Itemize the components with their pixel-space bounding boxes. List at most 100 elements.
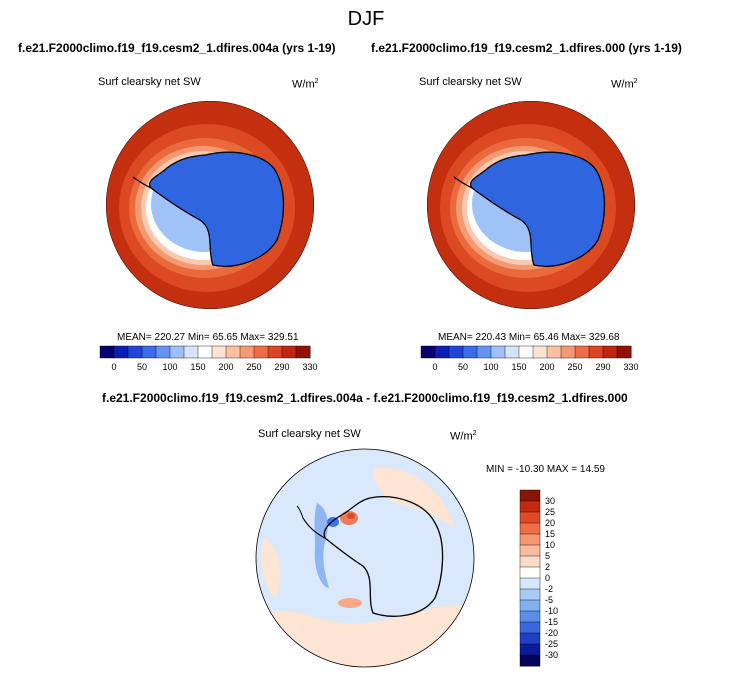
colorbar-tick-label: 330 <box>302 362 318 372</box>
colorbar-swatch <box>518 345 534 359</box>
colorbar-swatch <box>602 345 618 359</box>
colorbar-swatch <box>546 345 562 359</box>
colorbar-swatch <box>574 345 590 359</box>
colorbar-swatch <box>295 345 311 359</box>
colorbar-right-labels: 0 50 100 150 200 250 290 330 <box>421 362 638 374</box>
colorbar-tick-label: 5 <box>545 551 551 561</box>
colorbar-swatch <box>519 544 541 557</box>
colorbar-swatch <box>616 345 632 359</box>
colorbar-swatch <box>588 345 604 359</box>
colorbar-tick-label: -25 <box>545 639 559 649</box>
colorbar-tick-label: 50 <box>136 362 148 372</box>
colorbar-swatch <box>253 345 269 359</box>
colorbar-swatch <box>490 345 506 359</box>
colorbar-tick-label: 150 <box>511 362 527 372</box>
colorbar-swatch <box>519 522 541 535</box>
panel-left-units: W/m2 <box>292 78 319 91</box>
colorbar-tick-label: 0 <box>111 362 117 372</box>
colorbar-swatch <box>141 345 157 359</box>
colorbar-tick-label: 25 <box>545 507 556 517</box>
colorbar-left-labels: 0 50 100 150 200 250 290 330 <box>100 362 317 374</box>
map-right <box>427 101 635 309</box>
colorbar-right <box>420 345 632 359</box>
colorbar-tick-label: 100 <box>162 362 178 372</box>
diff-stats: MIN = -10.30 MAX = 14.59 <box>486 464 605 475</box>
page-title: DJF <box>347 8 385 30</box>
panel-right-variable: Surf clearsky net SW <box>419 76 522 88</box>
antarctica-left <box>149 152 284 267</box>
panel-right-units: W/m2 <box>611 78 638 91</box>
colorbar-swatch <box>462 345 478 359</box>
panel-left-variable: Surf clearsky net SW <box>98 76 201 88</box>
colorbar-tick-label: 0 <box>432 362 438 372</box>
colorbar-swatch <box>519 610 541 623</box>
colorbar-tick-label: -15 <box>545 617 559 627</box>
colorbar-tick-label: 0 <box>545 573 551 583</box>
colorbar-tick-label: 290 <box>274 362 290 372</box>
colorbar-swatch <box>155 345 171 359</box>
colorbar-tick-label: 250 <box>567 362 583 372</box>
colorbar-swatch <box>99 345 115 359</box>
diff-units: W/m2 <box>450 430 477 443</box>
colorbar-swatch <box>267 345 283 359</box>
colorbar-swatch <box>519 643 541 656</box>
colorbar-swatch <box>211 345 227 359</box>
colorbar-tick-label: 50 <box>457 362 469 372</box>
colorbar-swatch <box>183 345 199 359</box>
colorbar-left <box>99 345 311 359</box>
colorbar-swatch <box>519 511 541 524</box>
colorbar-tick-label: -30 <box>545 650 559 660</box>
colorbar-swatch <box>519 599 541 612</box>
panel-left-stats: MEAN= 220.27 Min= 65.65 Max= 329.51 <box>117 332 299 343</box>
map-diff <box>255 448 475 668</box>
colorbar-swatch <box>281 345 297 359</box>
colorbar-swatch <box>519 654 541 667</box>
colorbar-tick-label: 20 <box>545 518 556 528</box>
colorbar-swatch <box>519 577 541 590</box>
colorbar-tick-label: 200 <box>539 362 555 372</box>
colorbar-swatch <box>169 345 185 359</box>
colorbar-tick-label: 15 <box>545 529 556 539</box>
colorbar-swatch <box>434 345 450 359</box>
colorbar-tick-label: 30 <box>545 496 556 506</box>
colorbar-tick-label: 290 <box>595 362 611 372</box>
colorbar-swatch <box>519 588 541 601</box>
colorbar-swatch <box>519 533 541 546</box>
colorbar-swatch <box>519 489 541 502</box>
colorbar-swatch <box>239 345 255 359</box>
colorbar-swatch <box>519 555 541 568</box>
colorbar-swatch <box>127 345 143 359</box>
colorbar-tick-label: 2 <box>545 562 551 572</box>
colorbar-tick-label: 200 <box>218 362 234 372</box>
map-left <box>106 101 314 309</box>
colorbar-tick-label: -2 <box>545 584 554 594</box>
antarctica-diff <box>323 496 444 617</box>
colorbar-swatch <box>448 345 464 359</box>
colorbar-swatch <box>519 566 541 579</box>
colorbar-tick-label: 150 <box>190 362 206 372</box>
colorbar-diff <box>519 489 541 667</box>
colorbar-tick-label: 10 <box>545 540 556 550</box>
colorbar-swatch <box>197 345 213 359</box>
colorbar-diff-labels: 30 25 20 15 10 5 2 0 -2 -5 -10 -15 -20 -25 -30 <box>545 490 585 666</box>
diff-variable: Surf clearsky net SW <box>258 428 361 440</box>
colorbar-tick-label: 250 <box>246 362 262 372</box>
panel-right-subtitle: f.e21.F2000climo.f19_f19.cesm2_1.dfires.… <box>371 41 682 55</box>
colorbar-swatch <box>420 345 436 359</box>
colorbar-swatch <box>225 345 241 359</box>
colorbar-swatch <box>519 621 541 634</box>
colorbar-swatch <box>532 345 548 359</box>
panel-left-subtitle: f.e21.F2000climo.f19_f19.cesm2_1.dfires.… <box>18 41 336 55</box>
colorbar-tick-label: 330 <box>623 362 639 372</box>
colorbar-tick-label: -10 <box>545 606 559 616</box>
panel-right-stats: MEAN= 220.43 Min= 65.46 Max= 329.68 <box>438 332 620 343</box>
colorbar-swatch <box>519 500 541 513</box>
colorbar-swatch <box>113 345 129 359</box>
colorbar-swatch <box>504 345 520 359</box>
colorbar-swatch <box>476 345 492 359</box>
colorbar-tick-label: -20 <box>545 628 559 638</box>
colorbar-tick-label: -5 <box>545 595 554 605</box>
colorbar-swatch <box>519 632 541 645</box>
colorbar-tick-label: 100 <box>483 362 499 372</box>
diff-title: f.e21.F2000climo.f19_f19.cesm2_1.dfires.… <box>102 391 628 405</box>
